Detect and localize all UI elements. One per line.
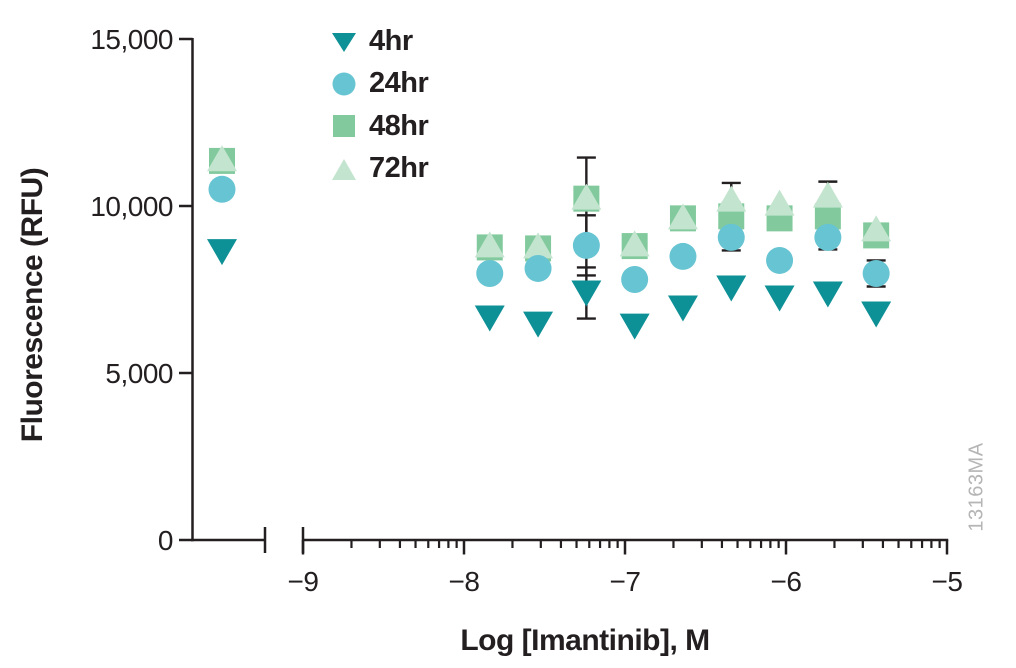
data-point-4hr <box>619 313 650 340</box>
data-point-4hr <box>812 281 843 308</box>
x-axis-title: Log [Imantinib], M <box>460 624 710 657</box>
legend-item-72hr: 72hr <box>331 148 429 191</box>
legend-item-24hr: 24hr <box>331 63 429 106</box>
data-point-4hr <box>764 285 795 312</box>
data-point-72hr <box>716 185 747 212</box>
y-tick-label: 15,000 <box>90 24 173 55</box>
legend-label: 72hr <box>369 152 429 185</box>
data-point-24hr <box>208 175 236 203</box>
x-tick-label: −6 <box>771 566 802 597</box>
legend-item-4hr: 4hr <box>331 20 428 63</box>
data-point-72hr <box>667 203 698 230</box>
legend: 4hr 24hr 48hr 72hr <box>331 20 429 191</box>
y-tick-label: 0 <box>158 525 173 556</box>
data-point-72hr <box>571 183 602 210</box>
data-point-24hr <box>572 231 600 259</box>
data-point-24hr <box>862 259 890 287</box>
data-point-72hr <box>812 181 843 208</box>
data-point-72hr <box>207 145 237 172</box>
data-point-4hr <box>571 280 602 307</box>
data-point-24hr <box>766 246 794 274</box>
data-point-24hr <box>476 259 504 287</box>
x-tick-label: −5 <box>932 566 963 597</box>
legend-label: 24hr <box>369 67 429 100</box>
y-tick-label: 5,000 <box>105 358 173 389</box>
x-tick-label: −9 <box>288 566 319 597</box>
y-axis-title: Fluorescence (RFU) <box>16 167 49 443</box>
data-point-72hr <box>764 189 795 216</box>
legend-label: 4hr <box>369 24 413 57</box>
data-point-24hr <box>717 223 745 251</box>
x-tick-label: −8 <box>449 566 480 597</box>
data-point-4hr <box>667 295 698 322</box>
circle-icon <box>332 72 356 96</box>
data-point-72hr <box>474 231 505 258</box>
data-point-24hr <box>621 265 649 293</box>
data-point-72hr <box>523 232 554 259</box>
x-tick-label: −7 <box>610 566 641 597</box>
y-tick-label: 10,000 <box>90 191 173 222</box>
legend-label: 48hr <box>369 109 429 142</box>
data-point-4hr <box>523 311 554 338</box>
data-point-24hr <box>669 242 697 270</box>
data-point-4hr <box>207 239 237 266</box>
data-point-24hr <box>524 254 552 282</box>
data-point-4hr <box>474 305 505 332</box>
figure-id-watermark: 13163MA <box>965 442 988 532</box>
square-icon <box>333 115 355 138</box>
triangle-down-icon <box>332 33 356 53</box>
triangle-up-icon <box>332 158 356 180</box>
data-point-4hr <box>861 301 892 328</box>
data-point-72hr <box>619 230 650 257</box>
data-point-24hr <box>814 223 842 251</box>
data-point-4hr <box>716 275 747 302</box>
data-point-72hr <box>861 215 892 242</box>
legend-item-48hr: 48hr <box>331 105 429 148</box>
